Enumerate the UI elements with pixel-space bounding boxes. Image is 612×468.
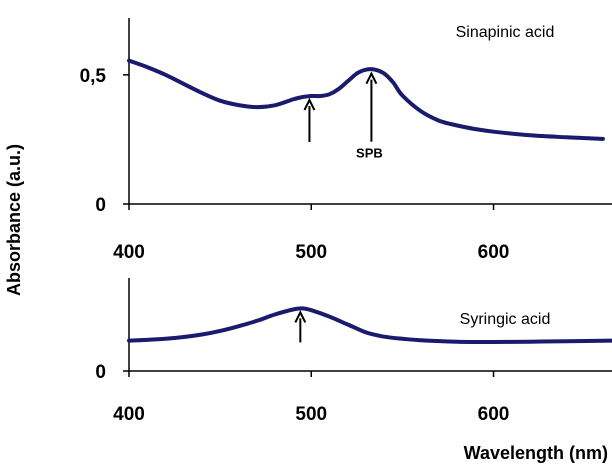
panel-title-syringic: Syringic acid	[460, 311, 551, 328]
annotation-arrow	[294, 310, 307, 343]
annotation-arrow	[303, 97, 316, 143]
annotation-label: SPB	[356, 146, 383, 161]
y-tick-label: 0,5	[80, 66, 107, 87]
absorbance-curve	[127, 58, 605, 141]
annotation-arrow	[365, 71, 378, 142]
x-tick-label: 600	[478, 242, 510, 263]
x-tick-label: 400	[113, 242, 145, 263]
syringic-acid-panel: Syringic acid 0 400 500 600	[95, 278, 612, 425]
x-axis-title: Wavelength (nm)	[464, 443, 608, 463]
x-tick-label: 600	[478, 404, 510, 425]
sinapinic-acid-panel: Sinapinic acid 0 0,5 400 500 600 SPB	[80, 18, 612, 263]
x-tick-label: 500	[295, 404, 327, 425]
y-tick-label: 0	[95, 362, 106, 383]
absorbance-curve	[127, 306, 612, 344]
x-tick-label: 400	[113, 404, 145, 425]
y-tick-label: 0	[95, 195, 106, 216]
y-axis-title: Absorbance (a.u.)	[4, 144, 24, 296]
panel-title-sinapinic: Sinapinic acid	[456, 24, 555, 41]
x-tick-label: 500	[295, 242, 327, 263]
